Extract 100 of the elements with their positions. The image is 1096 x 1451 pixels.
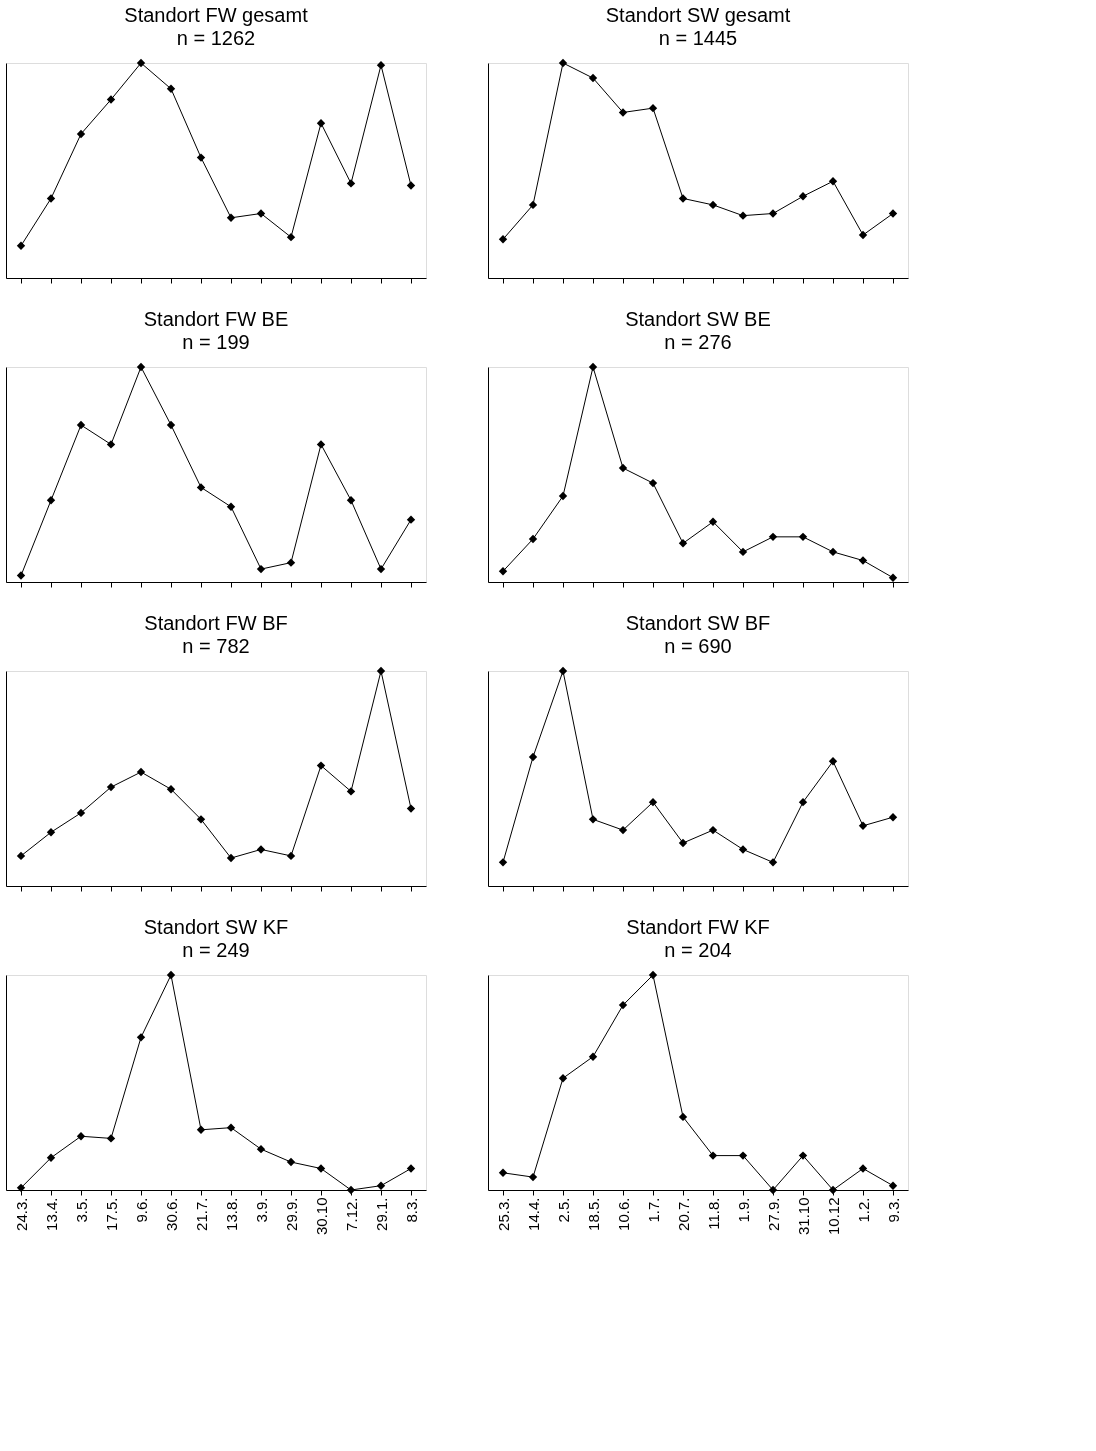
chart-title: Standort SW gesamt — [605, 3, 791, 26]
point — [286, 232, 296, 242]
point — [618, 108, 628, 117]
point — [256, 209, 266, 218]
x-tick-label: 24.3. — [12, 1197, 30, 1231]
point — [798, 1151, 808, 1160]
point — [226, 1123, 236, 1132]
point — [888, 209, 898, 218]
point — [618, 463, 628, 473]
point — [136, 362, 146, 372]
point — [76, 808, 86, 818]
x-tick-label: 1.2. — [854, 1197, 872, 1223]
chart-subtitle: n = 690 — [664, 634, 732, 657]
point — [346, 496, 356, 505]
point — [346, 179, 356, 188]
point — [166, 84, 176, 93]
point — [376, 1181, 386, 1190]
x-tick-label: 21.7. — [192, 1197, 210, 1231]
point — [648, 478, 658, 488]
point — [106, 95, 116, 104]
point — [256, 564, 266, 574]
point — [16, 241, 26, 250]
chart-subtitle: n = 1262 — [176, 26, 256, 49]
chart-subtitle: n = 249 — [182, 938, 250, 961]
chart-title: Standort SW BE — [625, 307, 771, 330]
chart-subtitle: n = 1445 — [658, 26, 738, 49]
point — [46, 496, 56, 505]
point — [196, 153, 206, 162]
point — [798, 797, 808, 807]
point — [376, 60, 386, 70]
point — [406, 804, 416, 813]
x-tick-label: 29.9. — [282, 1197, 300, 1231]
chart-title: Standort SW BF — [625, 611, 771, 634]
point — [406, 181, 416, 190]
point — [678, 194, 688, 203]
point — [316, 761, 326, 770]
chart-subtitle: n = 782 — [182, 634, 250, 657]
chart-title: Standort FW KF — [626, 915, 770, 938]
point — [738, 211, 748, 220]
point — [136, 1033, 146, 1042]
x-tick-label: 30.10 — [312, 1197, 330, 1236]
point — [76, 420, 86, 430]
chart-title: Standort FW BE — [143, 307, 289, 330]
point — [858, 230, 868, 240]
point — [196, 1125, 206, 1134]
point — [588, 1052, 598, 1061]
point — [768, 209, 778, 218]
x-tick-label: 9.3. — [884, 1197, 902, 1223]
point — [76, 129, 86, 139]
point — [136, 58, 146, 68]
point — [588, 73, 598, 83]
point — [76, 1132, 86, 1141]
point — [858, 1164, 868, 1173]
chart-title: Standort FW BF — [144, 611, 288, 634]
point — [588, 362, 598, 372]
point — [406, 515, 416, 524]
point — [828, 757, 838, 766]
point — [106, 1134, 116, 1143]
x-tick-label: 3.5. — [72, 1197, 90, 1223]
point — [106, 440, 116, 449]
x-tick-label: 9.6. — [132, 1197, 150, 1223]
point — [166, 970, 176, 980]
point — [678, 1112, 688, 1122]
chart-subtitle: n = 199 — [182, 330, 250, 353]
point — [558, 666, 568, 676]
point — [618, 825, 628, 835]
point — [166, 785, 176, 794]
point — [286, 1157, 296, 1167]
point — [226, 502, 236, 511]
point — [316, 1164, 326, 1173]
point — [498, 567, 508, 576]
point — [498, 1168, 508, 1177]
point — [888, 813, 898, 822]
x-tick-label: 1.7. — [644, 1197, 662, 1223]
chart-title: Standort SW KF — [143, 915, 289, 938]
point — [648, 970, 658, 980]
x-tick-label: 3.9. — [252, 1197, 270, 1223]
point — [858, 821, 868, 830]
point — [346, 787, 356, 796]
x-tick-label: 1.9. — [734, 1197, 752, 1223]
x-tick-label: 10.6. — [614, 1197, 632, 1231]
point — [166, 420, 176, 430]
point — [828, 547, 838, 557]
point — [558, 1074, 568, 1083]
point — [768, 532, 778, 542]
point — [498, 858, 508, 867]
point — [708, 517, 718, 526]
point — [316, 440, 326, 449]
x-tick-label: 18.5. — [584, 1197, 602, 1231]
x-tick-label: 20.7. — [674, 1197, 692, 1231]
point — [798, 532, 808, 542]
point — [528, 752, 538, 762]
point — [828, 1185, 838, 1195]
x-tick-label: 13.8. — [222, 1197, 240, 1231]
x-tick-label: 25.3. — [494, 1197, 512, 1231]
point — [286, 558, 296, 567]
point — [226, 213, 236, 222]
x-tick-label: 2.5. — [554, 1197, 572, 1223]
point — [226, 853, 236, 863]
x-tick-label: 11.8. — [704, 1197, 722, 1230]
